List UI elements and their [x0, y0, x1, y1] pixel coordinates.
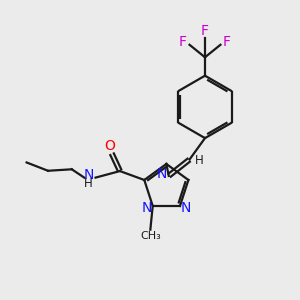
- Text: H: H: [84, 177, 93, 190]
- Text: H: H: [195, 154, 203, 167]
- Text: F: F: [179, 35, 187, 50]
- Text: F: F: [201, 23, 209, 38]
- Text: N: N: [181, 201, 191, 215]
- Text: CH₃: CH₃: [140, 231, 161, 241]
- Text: F: F: [223, 35, 231, 50]
- Text: O: O: [105, 139, 116, 153]
- Text: N: N: [141, 201, 152, 215]
- Text: N: N: [157, 167, 167, 182]
- Text: N: N: [83, 168, 94, 182]
